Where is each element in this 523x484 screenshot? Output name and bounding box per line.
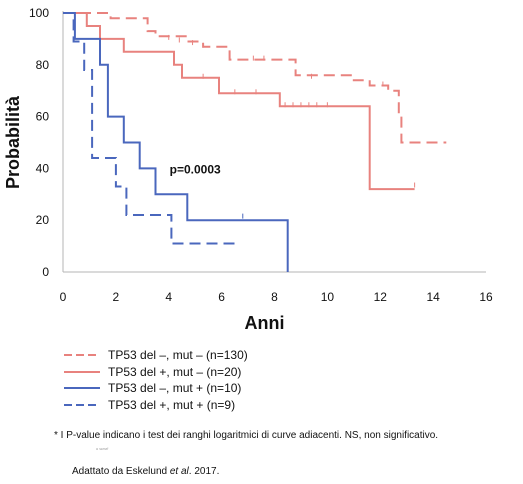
x-tick-label: 10 bbox=[321, 290, 335, 304]
y-tick-label: 0 bbox=[42, 265, 49, 279]
legend-item: TP53 del –, mut + (n=10) bbox=[62, 380, 362, 397]
x-tick-label: 8 bbox=[271, 290, 278, 304]
series-line-4 bbox=[63, 12, 235, 245]
x-tick-label: 2 bbox=[113, 290, 120, 304]
legend-swatch bbox=[64, 354, 100, 357]
y-tick-label: 60 bbox=[36, 110, 50, 124]
legend-label: TP53 del +, mut – (n=20) bbox=[108, 364, 242, 379]
legend-item: TP53 del –, mut – (n=130) bbox=[62, 347, 362, 364]
x-tick-label: 4 bbox=[165, 290, 172, 304]
x-tick-label: 0 bbox=[60, 290, 67, 304]
legend-item: TP53 del +, mut + (n=9) bbox=[62, 397, 362, 414]
source-prefix: Adattato da Eskelund bbox=[72, 466, 170, 477]
legend-swatch bbox=[64, 387, 100, 390]
x-axis-title: Anni bbox=[245, 313, 285, 333]
source-citation: Adattato da Eskelund et al. 2017. bbox=[72, 466, 219, 477]
series-line-1 bbox=[63, 12, 447, 144]
x-tick-label: 6 bbox=[218, 290, 225, 304]
legend-swatch bbox=[64, 403, 100, 406]
y-axis-title: Probabilità bbox=[3, 95, 23, 189]
series-line-3 bbox=[63, 12, 289, 272]
faint-text: ᵃ ˢᵉᵐᵃⁱ bbox=[96, 447, 109, 453]
legend: TP53 del –, mut – (n=130) TP53 del +, mu… bbox=[62, 347, 362, 413]
legend-item: TP53 del +, mut – (n=20) bbox=[62, 364, 362, 381]
y-tick-label: 80 bbox=[36, 58, 50, 72]
y-tick-label: 20 bbox=[36, 213, 50, 227]
x-tick-label: 14 bbox=[426, 290, 440, 304]
series-line-2 bbox=[63, 12, 415, 191]
p-value-annotation: p=0.0003 bbox=[170, 163, 221, 177]
km-chart: 0 20 40 60 80 100 0 2 4 6 8 10 12 14 16 Anni Probabilità… bbox=[3, 6, 493, 333]
y-tick-label: 40 bbox=[36, 161, 50, 175]
footnote: * I P-value indicano i test dei ranghi l… bbox=[54, 430, 439, 441]
legend-swatch bbox=[64, 370, 100, 373]
source-suffix: . 2017. bbox=[188, 466, 220, 477]
legend-label: TP53 del +, mut + (n=9) bbox=[108, 397, 236, 412]
x-tick-label: 12 bbox=[374, 290, 388, 304]
legend-label: TP53 del –, mut – (n=130) bbox=[108, 348, 248, 363]
legend-label: TP53 del –, mut + (n=10) bbox=[108, 381, 242, 396]
x-tick-label: 16 bbox=[479, 290, 493, 304]
source-italic: et al bbox=[169, 466, 189, 477]
y-tick-label: 100 bbox=[29, 6, 49, 20]
